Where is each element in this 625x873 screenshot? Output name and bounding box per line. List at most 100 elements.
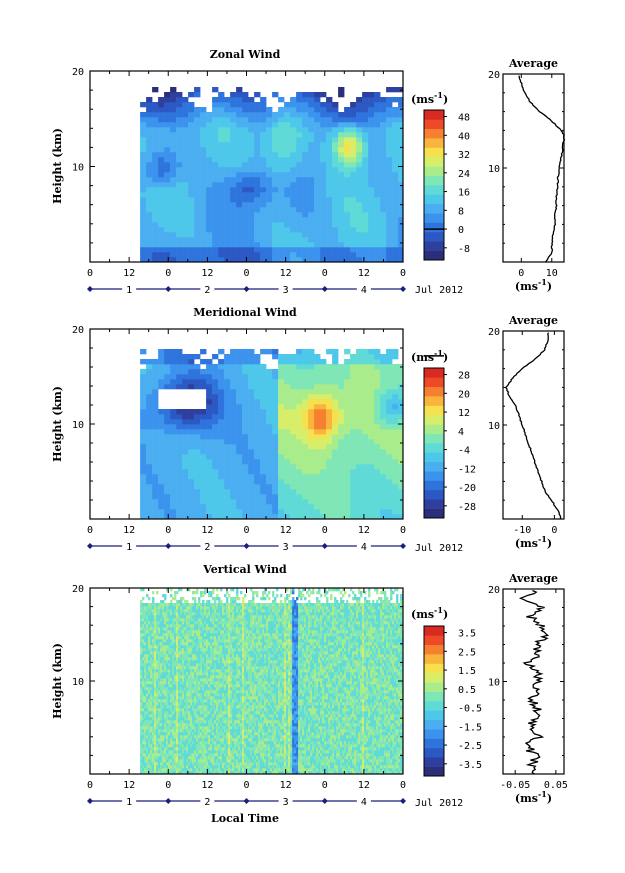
colorbar-swatch [424, 147, 444, 158]
heatmap-cell [374, 504, 381, 510]
heatmap-cell [368, 127, 375, 133]
heatmap-cell [198, 633, 201, 637]
heatmap-cell [206, 474, 213, 480]
heatmap-cell [182, 212, 189, 218]
heatmap-cell [174, 741, 177, 745]
heatmap-cell [152, 648, 155, 652]
heatmap-cell [164, 107, 171, 113]
heatmap-cell [198, 726, 201, 730]
heatmap-cell [158, 753, 161, 757]
heatmap-cell [186, 639, 189, 643]
heatmap-cell [392, 354, 399, 360]
heatmap-cell [254, 257, 261, 262]
heatmap-cell [314, 364, 321, 370]
heatmap-cell [176, 678, 179, 682]
heatmap-cell [160, 702, 163, 706]
heatmap-cell [148, 726, 151, 730]
heatmap-cell [160, 684, 163, 688]
heatmap-cell [174, 708, 177, 712]
heatmap-cell [278, 484, 285, 490]
heatmap-cell [248, 107, 255, 113]
heatmap-cell [180, 738, 183, 742]
heatmap-cell [158, 364, 165, 370]
heatmap-cell [308, 509, 315, 515]
heatmap-cell [212, 509, 219, 515]
heatmap-cell [362, 364, 369, 370]
heatmap-cell [170, 414, 177, 420]
heatmap-cell [142, 588, 145, 592]
heatmap-cell [158, 687, 161, 691]
heatmap-cell [168, 708, 171, 712]
heatmap-cell [152, 504, 159, 510]
heatmap-cell [166, 684, 169, 688]
heatmap-cell [260, 147, 267, 153]
heatmap-cell [248, 122, 255, 128]
heatmap-cell [146, 702, 149, 706]
heatmap-cell [362, 374, 369, 380]
heatmap-cell [174, 624, 177, 628]
heatmap-cell [164, 603, 167, 607]
heatmap-cell [308, 389, 315, 395]
heatmap-cell [178, 681, 181, 685]
heatmap-cell [176, 726, 179, 730]
heatmap-cell [314, 177, 321, 183]
heatmap-cell [146, 753, 149, 757]
heatmap-cell [242, 187, 249, 193]
heatmap-cell [194, 684, 197, 688]
heatmap-cell [152, 705, 155, 709]
heatmap-cell [296, 449, 303, 455]
heatmap-cell [350, 439, 357, 445]
heatmap-cell [158, 729, 161, 733]
heatmap-cell [160, 660, 163, 664]
heatmap-cell [154, 678, 157, 682]
heatmap-cell [350, 247, 357, 253]
heatmap-cell [350, 112, 357, 118]
heatmap-cell [272, 454, 279, 460]
heatmap-cell [194, 127, 201, 133]
heatmap-cell [236, 257, 243, 262]
heatmap-cell [190, 627, 193, 631]
colorbar-swatch [424, 119, 444, 130]
heatmap-cell [156, 765, 159, 769]
heatmap-cell [198, 609, 201, 613]
heatmap-cell [374, 434, 381, 440]
heatmap-cell [194, 459, 201, 465]
heatmap-cell [142, 618, 145, 622]
heatmap-cell [158, 744, 161, 748]
heatmap-cell [326, 424, 333, 430]
heatmap-cell [146, 687, 149, 691]
heatmap-cell [188, 152, 195, 158]
heatmap-cell [198, 708, 201, 712]
colorbar-label: -12 [458, 464, 476, 475]
heatmap-cell [242, 117, 249, 123]
heatmap-cell [146, 723, 149, 727]
heatmap-cell [170, 663, 173, 667]
heatmap-cell [172, 705, 175, 709]
heatmap-cell [218, 237, 225, 243]
heatmap-cell [392, 127, 399, 133]
average-profile-line [518, 75, 566, 263]
heatmap-cell [188, 227, 195, 233]
heatmap-cell [392, 222, 399, 228]
heatmap-cell [162, 723, 165, 727]
heatmap-cell [182, 714, 185, 718]
heatmap-cell [248, 102, 255, 108]
heatmap-cell [254, 157, 261, 163]
heatmap-cell [146, 197, 153, 203]
heatmap-cell [254, 494, 261, 500]
heatmap-cell [168, 603, 171, 607]
heatmap-cell [254, 359, 261, 365]
heatmap-cell [302, 122, 309, 128]
heatmap-cell [166, 654, 169, 658]
heatmap-cell [320, 414, 327, 420]
heatmap-cell [350, 454, 357, 460]
heatmap-cell [188, 723, 191, 727]
heatmap-cell [260, 459, 267, 465]
heatmap-cell [154, 657, 157, 661]
heatmap-cell [236, 117, 243, 123]
heatmap-cell [182, 424, 189, 430]
heatmap-cell [326, 444, 333, 450]
heatmap-cell [180, 714, 183, 718]
heatmap-cell [194, 657, 197, 661]
heatmap-cell [146, 660, 149, 664]
